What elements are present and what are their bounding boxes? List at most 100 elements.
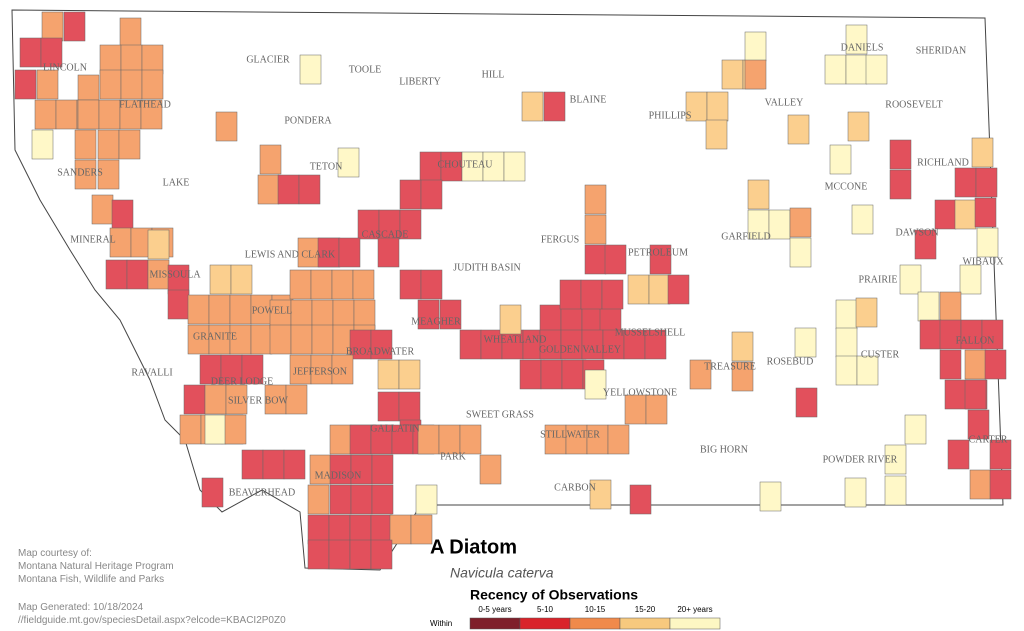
grid-cell xyxy=(844,477,867,508)
grid-cell xyxy=(604,244,627,275)
grid-cell xyxy=(824,54,847,85)
grid-cell xyxy=(229,294,252,325)
grid-cell xyxy=(97,159,120,190)
grid-cell xyxy=(851,204,874,235)
grid-cell xyxy=(954,199,977,230)
credit-line: Montana Fish, Wildlife and Parks xyxy=(18,574,164,585)
grid-cell xyxy=(257,174,280,205)
county-label: GARFIELD xyxy=(721,231,770,242)
source-url: //fieldguide.mt.gov/speciesDetail.aspx?e… xyxy=(18,615,286,626)
county-label: SANDERS xyxy=(57,167,103,178)
grid-cell xyxy=(349,424,372,455)
county-label: RICHLAND xyxy=(917,157,969,168)
grid-cell xyxy=(415,484,438,515)
grid-cell xyxy=(187,294,210,325)
grid-cell xyxy=(855,297,878,328)
grid-cell xyxy=(420,179,443,210)
grid-cell xyxy=(262,449,285,480)
grid-cell xyxy=(370,329,393,360)
grid-cell xyxy=(627,274,650,305)
county-label: DAWSON xyxy=(895,227,938,238)
county-label: CHOUTEAU xyxy=(438,159,494,170)
grid-cell xyxy=(204,414,227,445)
grid-cell xyxy=(389,514,412,545)
grid-cell xyxy=(119,17,142,48)
grid-cell xyxy=(417,424,440,455)
grid-cell xyxy=(77,99,100,130)
county-label: HILL xyxy=(482,69,505,80)
grid-cell xyxy=(241,449,264,480)
grid-cell xyxy=(299,54,322,85)
grid-cell xyxy=(97,129,120,160)
county-label: MINERAL xyxy=(70,234,116,245)
grid-cell xyxy=(919,319,942,350)
grid-cell xyxy=(889,139,912,170)
grid-cell xyxy=(350,484,373,515)
county-label: PHILLIPS xyxy=(649,110,692,121)
grid-cell xyxy=(215,111,238,142)
county-label: SILVER BOW xyxy=(228,395,288,406)
grid-cell xyxy=(352,269,375,300)
grid-cell xyxy=(644,329,667,360)
grid-cell xyxy=(795,387,818,418)
grid-cell xyxy=(307,514,330,545)
grid-cell xyxy=(835,299,858,330)
grid-cell xyxy=(705,119,728,150)
grid-cell xyxy=(398,359,421,390)
map-title: A Diatom xyxy=(430,536,517,558)
species-name: Navicula caterva xyxy=(450,565,554,581)
county-label: WIBAUX xyxy=(962,256,1004,267)
grid-cell xyxy=(241,354,264,385)
county-label: MEAGHER xyxy=(411,316,461,327)
county-label: LIBERTY xyxy=(399,76,441,87)
legend-label: 20+ years xyxy=(677,605,712,614)
grid-cell xyxy=(884,475,907,506)
grid-cell xyxy=(584,214,607,245)
county-label: MUSSELSHELL xyxy=(615,327,686,338)
grid-cell xyxy=(410,514,433,545)
grid-cell xyxy=(856,355,879,386)
grid-cell xyxy=(479,454,502,485)
grid-cell xyxy=(398,391,421,422)
grid-cell xyxy=(311,324,334,355)
grid-cell xyxy=(99,69,122,100)
county-labels: LINCOLN FLATHEAD GLACIER TOOLE LIBERTY HILL BL… xyxy=(43,42,1008,498)
grid-cell xyxy=(370,514,393,545)
county-label: WHEATLAND xyxy=(484,334,547,345)
grid-cell xyxy=(829,144,852,175)
grid-cell xyxy=(307,484,330,515)
legend-swatch xyxy=(669,617,721,630)
grid-cell xyxy=(311,299,334,330)
grid-cell xyxy=(250,324,273,355)
grid-cell xyxy=(543,91,566,122)
grid-cell xyxy=(629,484,652,515)
grid-cell xyxy=(899,264,922,295)
county-label: CARTER xyxy=(969,434,1008,445)
grid-cell xyxy=(371,484,394,515)
grid-cell xyxy=(141,69,164,100)
grid-cell xyxy=(584,244,607,275)
county-label: YELLOWSTONE xyxy=(603,387,677,398)
grid-cell xyxy=(560,304,583,335)
grid-cell xyxy=(584,369,607,400)
grid-cell xyxy=(377,391,400,422)
county-label: GLACIER xyxy=(246,54,290,65)
grid-cell xyxy=(747,179,770,210)
grid-cell xyxy=(420,269,443,300)
county-label: BEAVERHEAD xyxy=(229,487,295,498)
grid-cell xyxy=(118,129,141,160)
county-label: CASCADE xyxy=(362,229,409,240)
legend: 0-5 years 5-10 10-15 15-20 20+ years xyxy=(469,605,721,630)
county-label: GOLDEN VALLEY xyxy=(539,344,621,355)
grid-cell xyxy=(845,24,868,55)
grid-cell xyxy=(99,44,122,75)
grid-cell xyxy=(31,129,54,160)
county-label: TOOLE xyxy=(349,64,382,75)
grid-cell xyxy=(140,99,163,130)
grid-cell xyxy=(589,479,612,510)
generated-date: Map Generated: 10/18/2024 xyxy=(18,602,144,613)
grid-cell xyxy=(835,355,858,386)
grid-cell xyxy=(126,259,149,290)
grid-cell xyxy=(36,69,59,100)
